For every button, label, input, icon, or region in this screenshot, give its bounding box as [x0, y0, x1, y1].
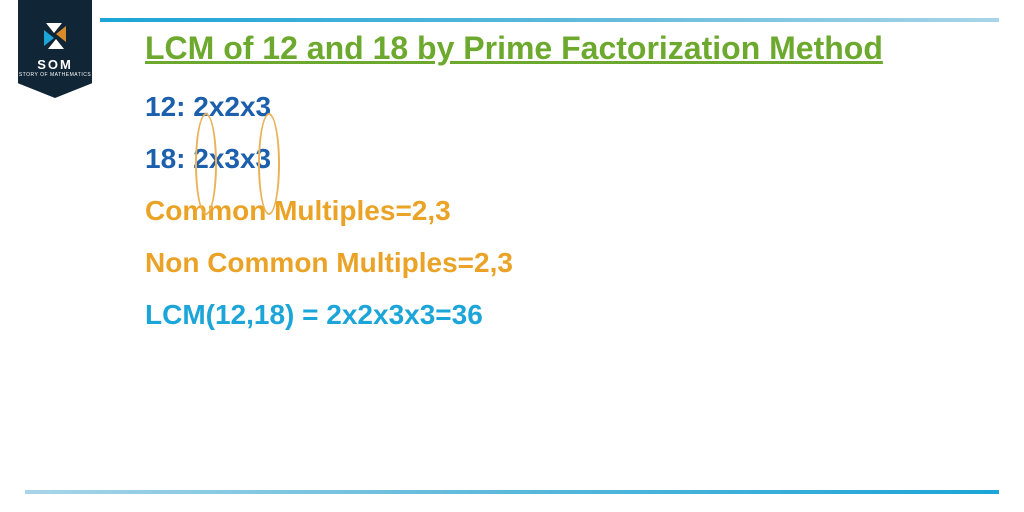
- logo-badge: SOM STORY OF MATHEMATICS: [18, 0, 92, 98]
- page-title: LCM of 12 and 18 by Prime Factorization …: [145, 30, 994, 67]
- factorization-row-12: 12: 2x2x3: [145, 91, 994, 123]
- lcm-value: 2x2x3x3=36: [326, 299, 483, 330]
- logo-tagline: STORY OF MATHEMATICS: [19, 72, 91, 78]
- factor-value-18: 2x3x3: [193, 143, 271, 174]
- bottom-border: [25, 490, 999, 494]
- common-value: 2,3: [412, 195, 451, 226]
- lcm-label: LCM(12,18) =: [145, 299, 326, 330]
- factor-value-12: 2x2x3: [193, 91, 271, 122]
- logo-icon: [40, 21, 70, 51]
- common-label: Common Multiples=: [145, 195, 412, 226]
- logo-text: SOM: [37, 57, 73, 72]
- non-common-value: 2,3: [474, 247, 513, 278]
- factor-label-12: 12:: [145, 91, 185, 122]
- non-common-multiples-row: Non Common Multiples=2,3: [145, 247, 994, 279]
- lcm-result-row: LCM(12,18) = 2x2x3x3=36: [145, 299, 994, 331]
- factor-label-18: 18:: [145, 143, 185, 174]
- content-area: LCM of 12 and 18 by Prime Factorization …: [145, 30, 994, 331]
- factorization-row-18: 18: 2x3x3: [145, 143, 994, 175]
- top-border: [100, 18, 999, 22]
- non-common-label: Non Common Multiples=: [145, 247, 474, 278]
- common-multiples-row: Common Multiples=2,3: [145, 195, 994, 227]
